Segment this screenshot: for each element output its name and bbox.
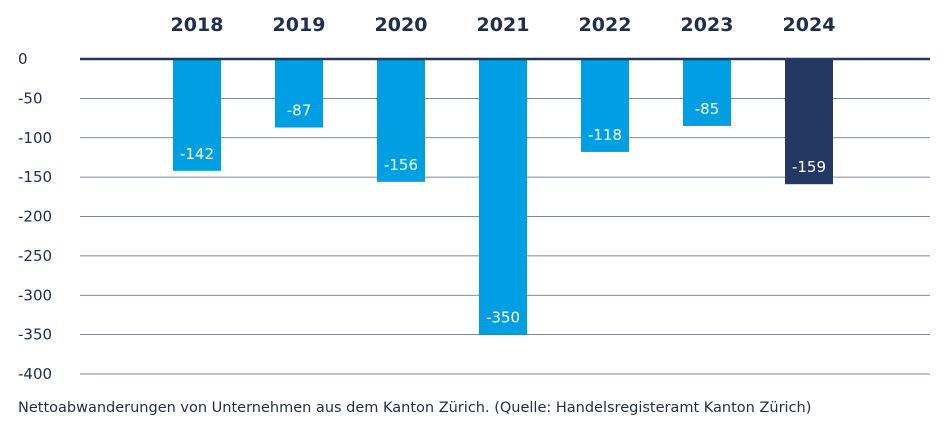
bar-2019 <box>275 59 323 128</box>
chart-caption: Nettoabwanderungen von Unternehmen aus d… <box>18 400 812 416</box>
data-label: -118 <box>588 126 622 144</box>
bar-2022 <box>581 59 629 152</box>
x-tick-label: 2024 <box>783 14 836 36</box>
data-label: -87 <box>287 102 312 120</box>
bar-2024 <box>785 59 833 185</box>
x-tick-label: 2022 <box>579 14 632 36</box>
y-tick-label: -300 <box>18 286 52 304</box>
y-tick-label: -250 <box>18 247 52 265</box>
y-tick-label: -100 <box>18 129 52 147</box>
y-tick-label: -350 <box>18 326 52 344</box>
y-tick-label: 0 <box>18 50 28 68</box>
bar-2021 <box>479 59 527 335</box>
data-label: -156 <box>384 156 418 174</box>
data-label: -159 <box>792 158 826 176</box>
bar-chart: 0 -50 -100 -150 -200 -250 -300 -350 -400 -142 2018… <box>18 14 930 383</box>
y-tick-label: -50 <box>18 89 43 107</box>
y-tick-label: -200 <box>18 208 52 226</box>
y-tick-label: -150 <box>18 168 52 186</box>
data-label: -85 <box>695 100 720 118</box>
data-label: -350 <box>486 309 520 327</box>
x-tick-label: 2018 <box>171 14 224 36</box>
bar-2020 <box>377 59 425 182</box>
x-tick-label: 2020 <box>375 14 428 36</box>
x-tick-label: 2019 <box>273 14 326 36</box>
bar-2023 <box>683 59 731 126</box>
y-tick-label: -400 <box>18 365 52 383</box>
x-tick-label: 2021 <box>477 14 530 36</box>
bar-2018 <box>173 59 221 171</box>
data-label: -142 <box>180 145 214 163</box>
x-tick-label: 2023 <box>681 14 734 36</box>
